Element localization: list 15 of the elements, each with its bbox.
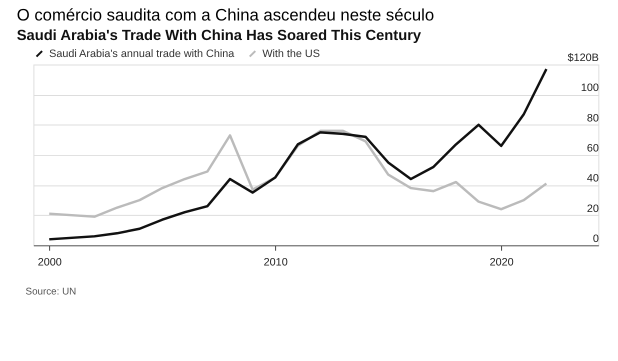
y-tick-label: 40: [586, 172, 599, 185]
chart-title: O comércio saudita com a China ascendeu neste século: [16, 5, 434, 24]
legend-label: With the US: [262, 48, 320, 60]
x-tick-label: 2020: [490, 256, 514, 268]
y-tick-label: 100: [580, 82, 599, 94]
chart-subtitle: Saudi Arabia's Trade With China Has Soared This Century: [16, 28, 422, 44]
y-tick-label: 60: [586, 142, 599, 154]
y-tick-label: $120B: [568, 52, 599, 64]
x-tick-label: 2010: [264, 256, 288, 268]
source-note: Source: UN: [26, 286, 76, 298]
x-tick-label: 2000: [38, 256, 62, 268]
y-tick-label: 0: [592, 232, 599, 245]
legend-label: Saudi Arabia's annual trade with China: [49, 48, 234, 60]
y-tick-label: 80: [586, 112, 599, 124]
y-tick-label: 20: [586, 202, 599, 215]
